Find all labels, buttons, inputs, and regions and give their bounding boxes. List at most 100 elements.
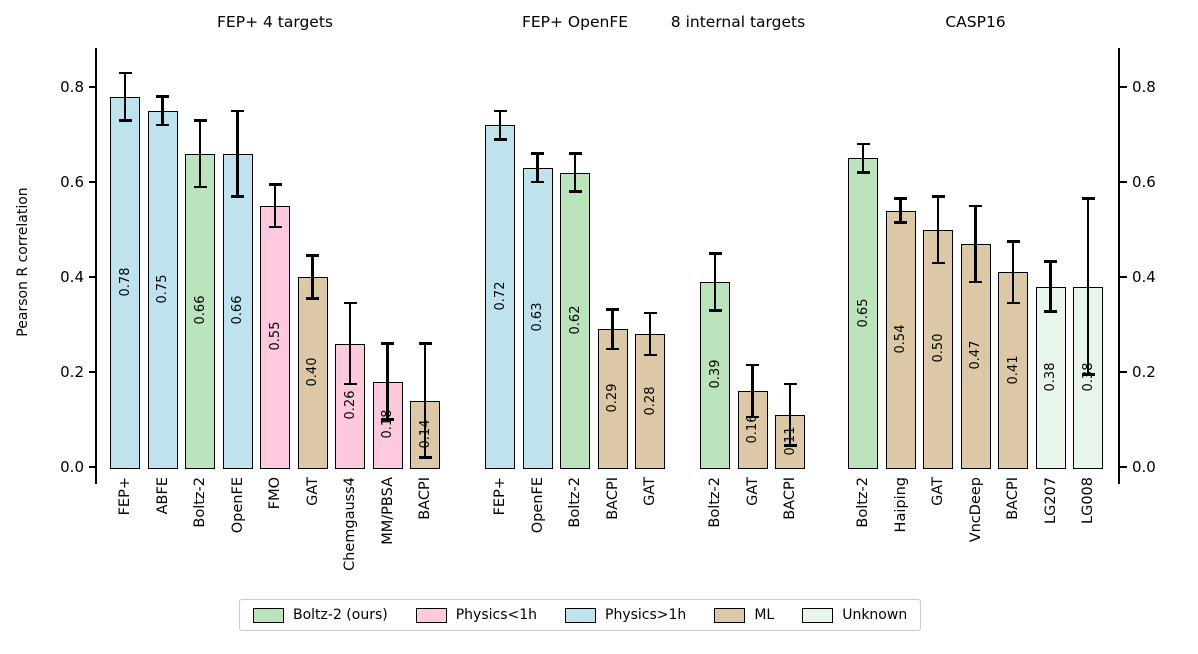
legend-swatch — [714, 607, 746, 623]
bar — [485, 125, 515, 469]
error-bar-stem — [536, 153, 539, 182]
error-bar-stem — [498, 110, 502, 140]
error-bar-stem — [788, 383, 792, 446]
error-bar-cap-bottom — [931, 261, 945, 264]
error-bar-cap-bottom — [894, 221, 907, 224]
bar — [885, 210, 916, 469]
error-bar-cap-bottom — [856, 171, 870, 174]
error-bar-cap-bottom — [1044, 310, 1057, 313]
x-tick-label: FEP+ — [117, 477, 133, 516]
bar-value-label: 0.50 — [930, 333, 946, 363]
legend-swatch — [253, 607, 284, 623]
y-tick-left — [88, 86, 96, 88]
error-bar-cap-top — [1044, 260, 1057, 263]
y-tick-label-right: 0.0 — [1132, 457, 1156, 476]
bar — [848, 158, 878, 469]
x-tick-label: BACPI — [417, 477, 433, 520]
error-bar-cap-bottom — [268, 225, 282, 229]
x-tick-label: ABFE — [154, 477, 171, 515]
y-tick-right — [1119, 276, 1127, 278]
bar — [923, 229, 953, 469]
error-bar-cap-bottom — [493, 138, 507, 141]
bar-value-label: 0.29 — [605, 383, 620, 413]
legend-item: Physics<1h — [415, 607, 538, 623]
error-bar-cap-bottom — [343, 382, 357, 386]
x-tick-label: OpenFE — [229, 477, 246, 534]
bar-value-label: 0.41 — [1005, 355, 1021, 385]
bar-value-label: 0.26 — [342, 390, 358, 420]
y-tick-left — [88, 371, 96, 373]
legend-label: Physics>1h — [605, 607, 687, 623]
bar — [185, 153, 215, 469]
y-axis-label: Pearson R correlation — [15, 187, 31, 337]
bar-value-label: 0.62 — [567, 305, 583, 335]
y-tick-label-left: 0.8 — [60, 77, 84, 96]
error-bar-stem — [423, 343, 427, 458]
error-bar-cap-top — [306, 254, 319, 257]
error-bar-stem — [161, 96, 164, 125]
error-bar-cap-bottom — [231, 195, 244, 198]
error-bar-stem — [123, 72, 127, 121]
error-bar-cap-top — [969, 204, 982, 207]
legend: Boltz-2 (ours) Physics<1h Physics>1h ML Unkn… — [239, 599, 922, 631]
error-bar-cap-top — [231, 109, 244, 112]
error-bar-cap-bottom — [418, 456, 432, 459]
error-bar-stem — [974, 205, 977, 282]
x-tick-label: GAT — [930, 477, 946, 506]
error-bar-stem — [1011, 241, 1015, 304]
legend-label: Unknown — [842, 607, 908, 623]
y-tick-left — [88, 466, 96, 468]
x-tick-label: GAT — [744, 477, 761, 506]
error-bar-cap-top — [268, 183, 282, 186]
bar-value-label: 0.75 — [155, 274, 170, 304]
bar — [560, 172, 590, 469]
error-bar-cap-bottom — [1081, 373, 1095, 376]
bar — [147, 110, 178, 469]
y-axis-left-spine — [95, 48, 97, 484]
error-bar-cap-bottom — [381, 418, 394, 421]
bar — [297, 277, 328, 469]
y-tick-right — [1119, 86, 1127, 88]
bar — [700, 281, 730, 469]
x-tick-label: OpenFE — [529, 477, 546, 534]
error-bar-stem — [273, 184, 277, 228]
bar — [222, 153, 253, 469]
error-bar-cap-top — [531, 152, 544, 155]
error-bar-cap-top — [156, 95, 169, 98]
error-bar-cap-bottom — [746, 415, 759, 419]
error-bar-stem — [348, 303, 352, 384]
x-tick-label: MM/PBSA — [379, 477, 396, 545]
legend-swatch — [565, 607, 597, 623]
error-bar-cap-bottom — [783, 444, 797, 447]
bar — [597, 329, 628, 469]
y-tick-left — [88, 276, 96, 278]
error-bar-cap-top — [746, 363, 759, 367]
y-tick-label-left: 0.4 — [60, 267, 84, 286]
group-title: FEP+ OpenFE — [521, 13, 629, 31]
x-tick-label: BACPI — [782, 477, 798, 520]
error-bar-cap-bottom — [606, 347, 619, 351]
error-bar-stem — [198, 120, 202, 187]
y-tick-label-left: 0.6 — [60, 172, 84, 191]
y-tick-label-right: 0.2 — [1132, 362, 1156, 381]
error-bar-stem — [573, 153, 577, 192]
error-bar-stem — [1086, 198, 1090, 375]
error-bar-stem — [236, 110, 239, 197]
bar-value-label: 0.38 — [1043, 362, 1058, 392]
x-tick-label: Boltz-2 — [567, 477, 583, 528]
bar — [998, 272, 1028, 469]
bar — [1035, 286, 1066, 469]
legend-item: Unknown — [802, 607, 907, 623]
bar-value-label: 0.54 — [893, 324, 908, 354]
error-bar-cap-bottom — [118, 119, 132, 122]
bar-value-label: 0.39 — [707, 359, 723, 389]
error-bar-cap-top — [1081, 197, 1095, 200]
y-tick-right — [1119, 181, 1127, 183]
legend-label: Physics<1h — [455, 607, 538, 623]
bar — [110, 96, 140, 469]
error-bar-cap-bottom — [531, 180, 544, 184]
legend-swatch — [415, 607, 447, 623]
error-bar-cap-top — [343, 301, 357, 305]
error-bar-cap-bottom — [969, 280, 982, 283]
error-bar-stem — [751, 364, 754, 418]
